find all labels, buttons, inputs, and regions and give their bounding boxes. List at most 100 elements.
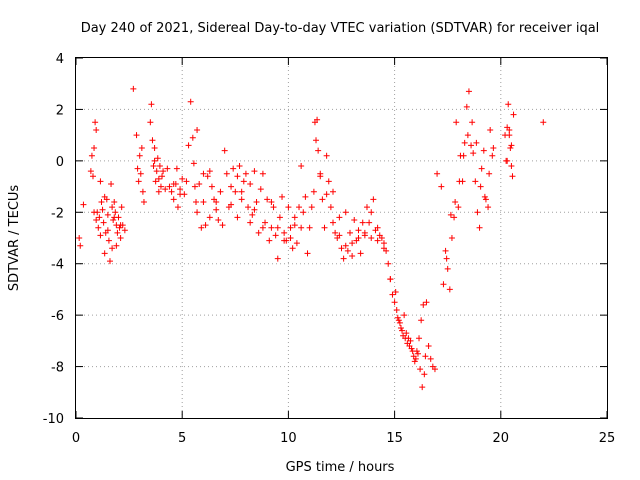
data-point — [190, 160, 197, 167]
data-point — [411, 358, 418, 365]
data-point — [118, 204, 125, 211]
data-point — [247, 181, 254, 187]
data-point — [330, 219, 337, 226]
data-point — [208, 183, 215, 190]
data-point — [446, 286, 453, 293]
data-point — [508, 163, 515, 169]
data-point — [469, 119, 476, 126]
data-point — [506, 127, 513, 133]
data-point — [338, 245, 345, 252]
y-tick-label: -10 — [43, 412, 64, 427]
data-point — [393, 307, 400, 313]
data-points — [76, 85, 547, 391]
data-point — [357, 250, 364, 257]
data-point — [359, 219, 366, 226]
data-point — [481, 193, 488, 200]
data-point — [319, 196, 326, 203]
y-tick-label: 0 — [56, 155, 64, 170]
data-point — [174, 204, 181, 211]
data-point — [77, 242, 84, 249]
x-tick-label: 0 — [72, 431, 80, 446]
y-tick-label: 2 — [56, 103, 64, 118]
data-point — [399, 327, 406, 334]
data-point — [431, 366, 438, 373]
data-point — [408, 345, 415, 352]
data-point — [442, 247, 449, 254]
data-point — [198, 224, 205, 231]
data-point — [238, 188, 245, 195]
data-point — [298, 224, 305, 231]
data-point — [447, 211, 454, 218]
data-point — [289, 245, 296, 252]
data-point — [88, 152, 95, 159]
data-point — [200, 170, 207, 177]
data-point — [489, 152, 496, 159]
x-axis-label: GPS time / hours — [286, 460, 395, 475]
chart-title: Day 240 of 2021, Sidereal Day-to-day VTE… — [81, 21, 600, 36]
data-point — [166, 183, 173, 190]
data-point — [340, 255, 347, 262]
data-point — [540, 119, 547, 126]
data-point — [108, 181, 115, 187]
data-point — [293, 240, 300, 247]
data-point — [279, 193, 286, 200]
data-point — [194, 127, 201, 133]
data-point — [151, 157, 158, 164]
data-point — [228, 201, 235, 208]
data-point — [342, 242, 349, 249]
data-point — [249, 211, 256, 218]
data-point — [421, 371, 428, 378]
data-point — [168, 188, 175, 195]
data-point — [213, 199, 220, 205]
data-point — [80, 201, 87, 208]
data-point — [91, 209, 98, 216]
data-point — [268, 224, 275, 231]
y-tick-label: -2 — [51, 206, 64, 221]
data-point — [460, 152, 467, 159]
data-point — [183, 178, 190, 185]
data-point — [116, 224, 123, 231]
data-point — [363, 204, 370, 211]
data-point — [95, 224, 102, 231]
data-point — [196, 181, 203, 187]
data-point — [464, 132, 471, 139]
data-point — [223, 170, 230, 177]
data-point — [425, 343, 432, 349]
data-point — [448, 235, 455, 241]
data-point — [349, 253, 356, 259]
data-point — [505, 101, 512, 108]
data-point — [418, 317, 425, 324]
data-point — [97, 232, 104, 239]
data-point — [422, 353, 429, 360]
data-point — [114, 229, 121, 236]
data-point — [291, 222, 298, 229]
data-point — [374, 224, 381, 231]
data-point — [191, 183, 198, 190]
data-point — [389, 291, 396, 298]
data-point — [281, 229, 288, 236]
x-tick-label: 5 — [178, 431, 186, 446]
data-point — [96, 214, 103, 221]
data-point — [394, 314, 401, 321]
data-point — [463, 103, 470, 110]
data-point — [215, 217, 222, 223]
data-point — [302, 193, 309, 200]
data-point — [325, 178, 332, 185]
data-point — [238, 196, 245, 203]
data-point — [485, 204, 492, 211]
data-point — [164, 165, 171, 172]
data-point — [423, 299, 430, 306]
data-point — [368, 209, 375, 216]
data-point — [315, 147, 322, 154]
data-point — [478, 165, 485, 172]
data-point — [413, 348, 420, 355]
data-point — [240, 178, 247, 185]
data-point — [473, 139, 480, 146]
data-point — [160, 168, 167, 175]
data-point — [472, 178, 479, 185]
data-point — [366, 219, 373, 226]
data-point — [465, 88, 472, 95]
data-point — [482, 196, 489, 203]
data-point — [262, 219, 269, 226]
data-point — [247, 219, 254, 226]
